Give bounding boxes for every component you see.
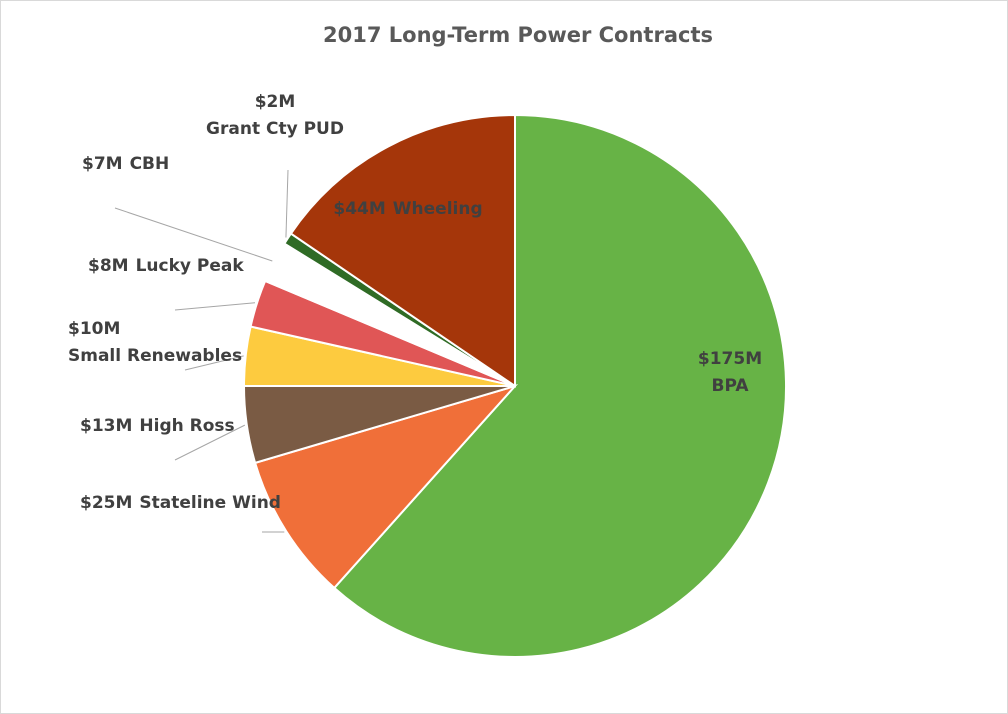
data-label: $44M Wheeling xyxy=(333,199,482,219)
data-label: $7M CBH xyxy=(82,154,169,174)
data-label: $13M High Ross xyxy=(80,416,235,436)
leader-line xyxy=(114,207,273,262)
data-label: $2M Grant Cty PUD xyxy=(206,92,344,139)
data-label-value: $13M xyxy=(80,416,132,436)
pie-slice xyxy=(253,384,519,590)
leader-line xyxy=(174,302,256,311)
leader-line xyxy=(174,424,246,461)
data-label-name: CBH xyxy=(130,154,170,174)
data-label-value: $10M xyxy=(68,319,120,339)
leader-line xyxy=(184,355,244,371)
data-label-value: $8M xyxy=(88,256,129,276)
data-label-value: $44M xyxy=(333,199,385,219)
data-label-value: $7M xyxy=(82,154,123,174)
pie-slice xyxy=(332,113,787,658)
pie-slice xyxy=(289,113,516,388)
data-label-name: Grant Cty PUD xyxy=(206,119,344,139)
data-label: $175M BPA xyxy=(698,349,762,396)
data-label: $8M Lucky Peak xyxy=(88,256,244,276)
data-label-name: Wheeling xyxy=(393,199,483,219)
data-label-value: $175M xyxy=(698,349,762,369)
data-label-name: High Ross xyxy=(139,416,234,436)
data-label-value: $2M xyxy=(255,92,296,112)
data-label-name: Stateline Wind xyxy=(139,493,281,513)
data-label-name: BPA xyxy=(711,376,749,396)
data-label-name: Small Renewables xyxy=(68,346,242,366)
chart-title: 2017 Long-Term Power Contracts xyxy=(323,23,713,47)
data-label: $25M Stateline Wind xyxy=(80,493,281,513)
data-label: $10M Small Renewables xyxy=(68,319,242,366)
leader-line xyxy=(285,169,289,238)
data-label-value: $25M xyxy=(80,493,132,513)
data-label-name: Lucky Peak xyxy=(136,256,245,276)
